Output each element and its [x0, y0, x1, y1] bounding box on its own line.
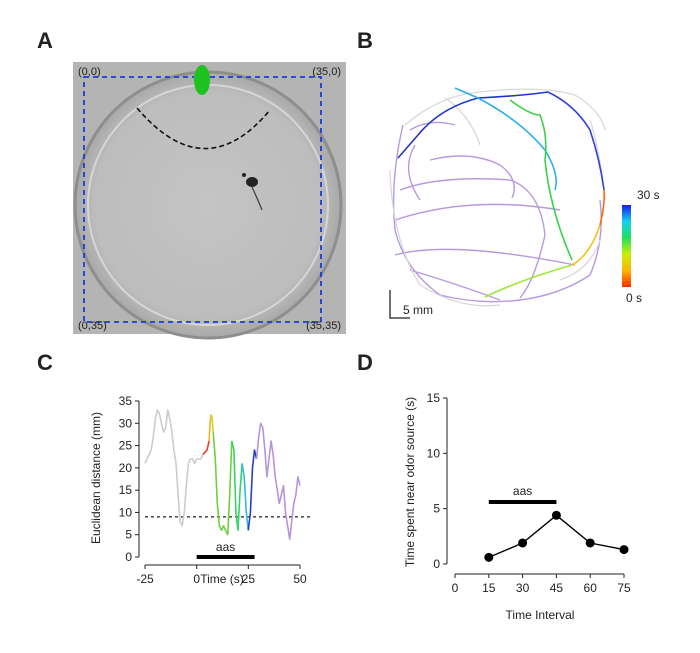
proximity-arc: [136, 107, 271, 150]
chart-c-y-tick-label: 5: [125, 528, 132, 542]
chart-d-x-tick-label: 75: [617, 581, 631, 595]
panel-b-trajectory: 30 s 0 s 5 mm: [389, 87, 660, 319]
chart-c-series-line: [210, 414, 214, 433]
chart-c-series-line: [144, 409, 204, 527]
panel-label-b: B: [357, 28, 373, 53]
chart-c-series-line: [212, 432, 233, 536]
chart-d-axes: 0 5 10 15 0 15 30 45 60 75 aas: [427, 391, 631, 595]
panel-label-a: A: [37, 28, 53, 53]
chart-c-stimulus-label: aas: [216, 540, 235, 554]
trajectory-colored-path: [397, 87, 605, 298]
chart-d-y-tick-label: 5: [433, 502, 440, 516]
chart-d-y-axis-label: Time spent near odor source (s): [403, 397, 417, 567]
chart-d-data-point: [551, 510, 561, 520]
larva: [242, 173, 263, 211]
time-colorbar: [622, 205, 631, 287]
chart-c-series-line: [231, 440, 243, 532]
corner-label-top-left: (0,0): [78, 66, 101, 78]
panel-a-arena: (0,0) (35,0) (0,35) (35,35): [73, 62, 346, 340]
chart-d-stimulus-label: aas: [513, 484, 532, 498]
chart-c-x-tick-label: 50: [293, 572, 307, 586]
chart-c-series-line: [241, 463, 250, 531]
chart-c-y-axis-label: Euclidean distance (mm): [89, 412, 103, 544]
panel-label-c: C: [37, 350, 53, 375]
chart-c-x-tick-label: 0: [193, 572, 200, 586]
colorbar-label-max: 30 s: [637, 188, 660, 202]
chart-c-y-tick-label: 15: [119, 483, 133, 497]
chart-c: 0 5 10 15 20 25 30 35 -25 0 25 50 aas Time (s) Eucli…: [89, 394, 312, 586]
chart-d-data-point: [518, 538, 528, 548]
chart-d-y-tick-label: 10: [427, 446, 441, 460]
chart-c-series-line: [208, 414, 212, 442]
chart-d-x-tick-label: 0: [452, 581, 459, 595]
chart-d-x-tick-label: 45: [550, 581, 564, 595]
petri-dish: [73, 70, 343, 340]
chart-c-y-tick-label: 0: [125, 550, 132, 564]
chart-d-data-point: [619, 545, 629, 555]
corner-label-bottom-left: (0,35): [78, 320, 107, 332]
chart-d-x-tick-label: 15: [482, 581, 496, 595]
chart-d-x-tick-label: 60: [584, 581, 598, 595]
chart-c-y-tick-label: 30: [119, 416, 133, 430]
chart-c-x-tick-label: -25: [136, 572, 154, 586]
panel-label-d: D: [357, 350, 373, 375]
chart-c-y-tick-label: 25: [119, 439, 133, 453]
chart-d-y-tick-label: 15: [427, 391, 441, 405]
odor-source-marker: [194, 65, 210, 95]
chart-c-series-line: [255, 422, 301, 541]
chart-c-y-tick-label: 20: [119, 461, 133, 475]
corner-label-top-right: (35,0): [312, 66, 341, 78]
chart-c-y-tick-label: 35: [119, 394, 133, 408]
chart-d: 0 5 10 15 0 15 30 45 60 75 aas Time Interval Time …: [403, 391, 631, 622]
chart-c-x-tick-label: 25: [242, 572, 256, 586]
chart-d-series-line: [488, 514, 625, 559]
chart-d-series: [484, 510, 629, 562]
scale-bar-label: 5 mm: [403, 303, 433, 317]
chart-d-data-point: [585, 538, 595, 548]
chart-c-series-line: [247, 449, 258, 531]
chart-c-axes: 0 5 10 15 20 25 30 35 -25 0 25 50 aas: [119, 394, 312, 586]
chart-d-x-axis-label: Time Interval: [506, 608, 575, 622]
chart-c-y-tick-label: 10: [119, 505, 133, 519]
trajectory-purple-paths: [392, 121, 602, 303]
chart-d-data-point: [484, 552, 494, 562]
chart-d-x-tick-label: 30: [516, 581, 530, 595]
scale-bar: [389, 290, 410, 319]
chart-d-y-tick-label: 0: [433, 557, 440, 571]
chart-c-series-line: [202, 440, 210, 456]
colorbar-label-min: 0 s: [626, 291, 642, 305]
corner-label-bottom-right: (35,35): [306, 320, 341, 332]
chart-c-x-axis-label: Time (s): [200, 572, 244, 586]
chart-c-series: [144, 409, 301, 541]
